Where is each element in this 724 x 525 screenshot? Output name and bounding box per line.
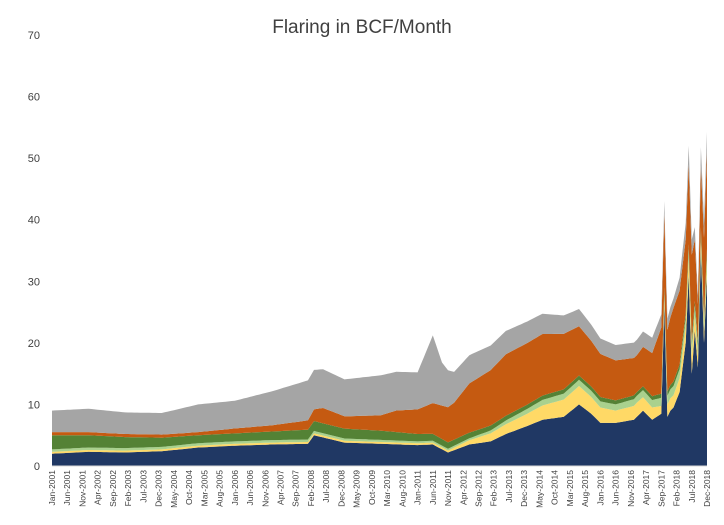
y-tick-label: 10 bbox=[28, 399, 40, 411]
x-tick-label: Jan-2006 bbox=[230, 470, 240, 506]
x-tick-label: Aug-2010 bbox=[397, 470, 407, 507]
x-tick-label: Dec-2018 bbox=[702, 470, 712, 507]
x-tick-label: Jan-2016 bbox=[595, 470, 605, 506]
x-tick-label: Nov-2006 bbox=[260, 470, 270, 507]
y-tick-label: 60 bbox=[28, 92, 40, 104]
y-axis: 0 10 20 30 40 50 60 70 bbox=[28, 30, 40, 473]
area-series-1 bbox=[52, 250, 707, 466]
x-tick-label: Apr-2012 bbox=[458, 470, 468, 505]
x-tick-label: Feb-2003 bbox=[123, 470, 133, 507]
stacked-areas bbox=[52, 131, 707, 466]
x-tick-label: Jul-2018 bbox=[687, 470, 697, 503]
x-tick-label: Jun-2001 bbox=[62, 470, 72, 506]
x-tick-label: Oct-2014 bbox=[550, 470, 560, 505]
x-tick-label: Feb-2018 bbox=[672, 470, 682, 507]
x-tick-label: Jun-2006 bbox=[245, 470, 255, 506]
area-series-5 bbox=[52, 150, 707, 443]
x-tick-label: May-2004 bbox=[169, 470, 179, 508]
y-tick-label: 30 bbox=[28, 276, 40, 288]
x-tick-label: Feb-2013 bbox=[489, 470, 499, 507]
x-tick-label: Sep-2007 bbox=[291, 470, 301, 507]
y-tick-label: 20 bbox=[28, 338, 40, 350]
x-tick-label: Jul-2013 bbox=[504, 470, 514, 503]
y-tick-label: 0 bbox=[34, 461, 40, 473]
y-tick-label: 50 bbox=[28, 153, 40, 165]
x-tick-label: Jul-2003 bbox=[138, 470, 148, 503]
x-tick-label: Jan-2011 bbox=[413, 470, 423, 505]
x-tick-label: Nov-2016 bbox=[626, 470, 636, 507]
x-tick-label: Nov-2011 bbox=[443, 470, 453, 506]
x-tick-label: Mar-2005 bbox=[199, 470, 209, 507]
x-tick-label: Oct-2004 bbox=[184, 470, 194, 505]
x-tick-label: Mar-2015 bbox=[565, 470, 575, 507]
x-tick-label: Nov-2001 bbox=[78, 470, 88, 507]
y-tick-label: 70 bbox=[28, 30, 40, 42]
x-axis: Jan-2001 Jun-2001 Nov-2001 Apr-2002 Sep-2002… bbox=[47, 470, 712, 508]
x-tick-label: Oct-2009 bbox=[367, 470, 377, 505]
x-tick-label: Sep-2002 bbox=[108, 470, 118, 507]
x-tick-label: May-2014 bbox=[534, 470, 544, 508]
y-tick-label: 40 bbox=[28, 215, 40, 227]
x-tick-label: Aug-2005 bbox=[215, 470, 225, 507]
x-tick-label: Dec-2013 bbox=[519, 470, 529, 507]
x-tick-label: Jul-2008 bbox=[321, 470, 331, 503]
x-tick-label: Apr-2017 bbox=[641, 470, 651, 505]
x-tick-label: Dec-2003 bbox=[154, 470, 164, 507]
x-tick-label: Feb-2008 bbox=[306, 470, 316, 507]
x-tick-label: Jun-2011 bbox=[428, 470, 438, 505]
x-tick-label: Apr-2007 bbox=[276, 470, 286, 505]
x-tick-label: Jan-2001 bbox=[47, 470, 57, 506]
x-tick-label: Apr-2002 bbox=[93, 470, 103, 505]
x-tick-label: Dec-2008 bbox=[336, 470, 346, 507]
x-tick-label: Aug-2015 bbox=[580, 470, 590, 507]
x-tick-label: Jun-2016 bbox=[611, 470, 621, 506]
x-tick-label: Sep-2017 bbox=[656, 470, 666, 507]
x-tick-label: Sep-2012 bbox=[474, 470, 484, 507]
x-tick-label: May-2009 bbox=[352, 470, 362, 508]
x-tick-label: Mar-2010 bbox=[382, 470, 392, 507]
chart-title: Flaring in BCF/Month bbox=[272, 17, 452, 38]
